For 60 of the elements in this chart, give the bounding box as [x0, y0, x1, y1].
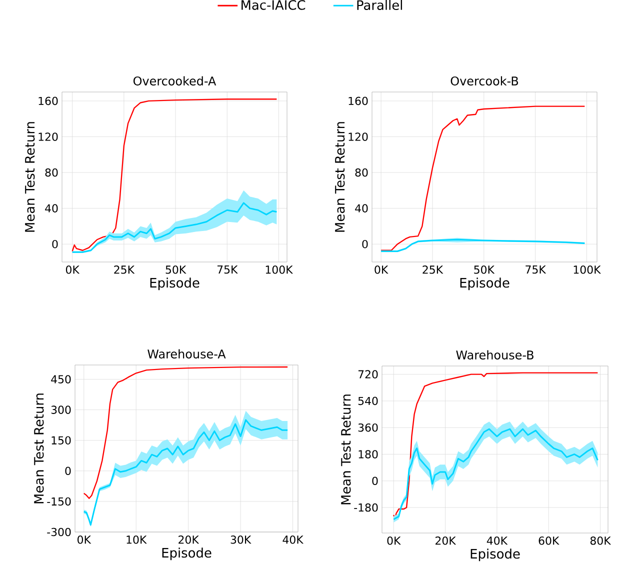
y-tick-label: 0: [372, 476, 378, 486]
y-tick-label: 540: [358, 396, 378, 406]
y-tick-label: -300: [47, 528, 71, 536]
x-tick-label: 50K: [474, 266, 495, 274]
y-tick-label: 40: [45, 204, 58, 212]
y-tick-label: 40: [355, 204, 368, 212]
line-series: [72, 98, 278, 252]
y-axis-title: Mean Test Return: [34, 394, 44, 504]
y-axis-title: Mean Test Return: [335, 122, 345, 232]
y-tick-label: 150: [52, 436, 71, 444]
x-tick-label: 60K: [538, 536, 560, 545]
line-series: [380, 106, 586, 251]
y-tick-label: 120: [348, 132, 368, 141]
y-tick-label: 300: [51, 406, 71, 414]
x-tick-label: 75K: [217, 266, 238, 274]
x-axis-title: Episode: [150, 278, 200, 290]
y-tick-label: 360: [358, 423, 378, 432]
x-axis-title: Episode: [460, 278, 510, 290]
chart-title: Overcooked-A: [133, 76, 216, 86]
y-tick-label: -150: [47, 497, 71, 506]
x-tick-label: 80K: [590, 536, 612, 545]
y-tick-label: 80: [45, 168, 58, 177]
y-tick-label: 160: [348, 96, 368, 106]
x-tick-label: 0K: [78, 536, 92, 544]
y-tick-label: 120: [38, 132, 58, 141]
x-tick-label: 100K: [574, 266, 601, 274]
line-series: [83, 366, 288, 499]
x-tick-label: 100K: [266, 266, 294, 274]
x-tick-label: 0K: [66, 266, 80, 274]
y-axis-title: Mean Test Return: [341, 394, 351, 504]
y-tick-label: 0: [65, 466, 71, 476]
y-tick-label: 80: [355, 168, 368, 177]
x-tick-label: 25K: [114, 266, 135, 274]
y-tick-label: 0: [362, 240, 368, 248]
legend-label: Parallel: [357, 0, 402, 10]
x-tick-label: 25K: [422, 266, 444, 274]
chart-title: Warehouse-B: [456, 350, 534, 360]
y-tick-label: 180: [358, 450, 378, 458]
x-tick-label: 75K: [526, 266, 546, 274]
legend-label: Mac-IAICC: [242, 0, 306, 10]
x-tick-label: 30K: [230, 536, 252, 544]
line-series: [72, 202, 278, 253]
y-tick-label: -180: [354, 503, 378, 512]
x-axis-title: Episode: [162, 548, 212, 560]
x-tick-label: 40K: [486, 536, 508, 545]
x-tick-label: 20K: [178, 536, 200, 544]
x-tick-label: 10K: [126, 536, 147, 544]
x-tick-label: 20K: [436, 536, 456, 545]
y-tick-label: 450: [51, 375, 71, 384]
x-tick-label: 40K: [282, 536, 304, 544]
y-tick-label: 720: [358, 370, 378, 378]
x-tick-label: 0K: [374, 266, 388, 274]
x-axis-title: Episode: [470, 548, 520, 562]
x-tick-label: 0K: [387, 536, 401, 545]
x-tick-label: 50K: [166, 266, 186, 274]
y-tick-label: 160: [38, 96, 58, 106]
y-axis-title: Mean Test Return: [25, 122, 35, 232]
chart-title: Warehouse-A: [148, 349, 226, 358]
y-tick-label: 0: [52, 240, 58, 248]
chart-title: Overcook-B: [450, 76, 518, 86]
